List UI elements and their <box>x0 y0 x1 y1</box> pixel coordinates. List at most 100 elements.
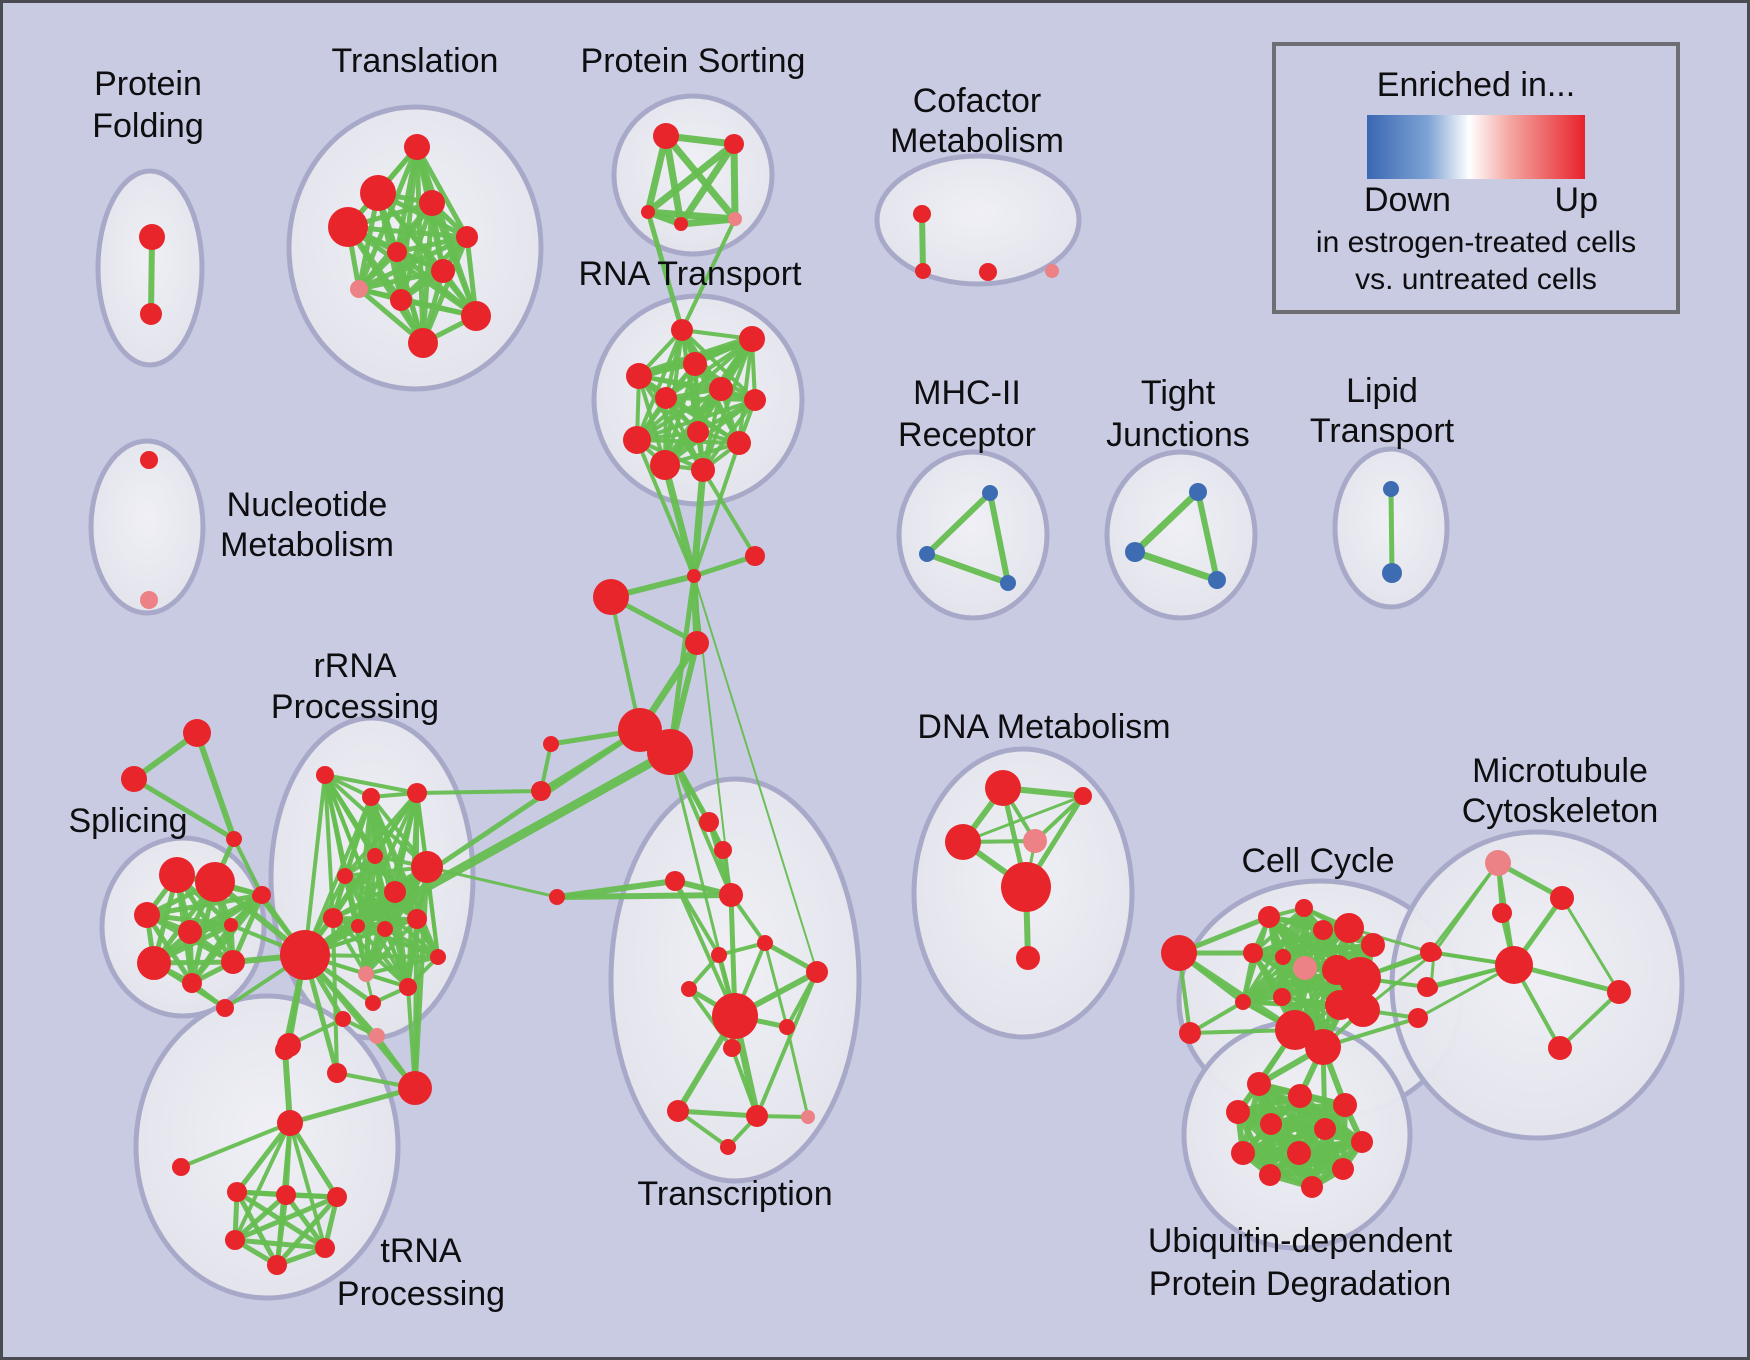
node-rr11[interactable] <box>377 921 393 937</box>
node-mt1[interactable] <box>1485 850 1511 876</box>
node-rr20[interactable] <box>327 1063 347 1083</box>
node-rt4[interactable] <box>626 363 652 389</box>
node-dn6[interactable] <box>1016 946 1040 970</box>
node-mt3[interactable] <box>1492 903 1512 923</box>
node-rr2[interactable] <box>362 788 380 806</box>
node-rt10[interactable] <box>727 431 751 455</box>
node-m3[interactable] <box>1000 575 1016 591</box>
node-lt1[interactable] <box>1383 481 1399 497</box>
node-cc5[interactable] <box>1334 913 1364 943</box>
node-ub10[interactable] <box>1332 1158 1354 1180</box>
node-tx9[interactable] <box>779 1019 795 1035</box>
node-nm2[interactable] <box>140 591 158 609</box>
node-rr5[interactable] <box>337 868 353 884</box>
node-ps4[interactable] <box>674 217 688 231</box>
node-cc7[interactable] <box>1275 949 1291 965</box>
node-mt2[interactable] <box>1550 886 1574 910</box>
node-rt6[interactable] <box>709 377 733 401</box>
node-t9[interactable] <box>390 289 412 311</box>
node-sp1[interactable] <box>159 857 195 893</box>
node-rr12[interactable] <box>358 966 374 982</box>
node-cf3[interactable] <box>979 263 997 281</box>
node-t2[interactable] <box>360 175 396 211</box>
node-ch1[interactable] <box>687 569 701 583</box>
node-tx3[interactable] <box>665 871 685 891</box>
node-tx4[interactable] <box>719 883 743 907</box>
node-ch3[interactable] <box>593 579 629 615</box>
node-mt6[interactable] <box>1424 981 1438 995</box>
node-ub5[interactable] <box>1260 1113 1282 1135</box>
node-cf1[interactable] <box>913 205 931 223</box>
node-cc3[interactable] <box>1295 899 1313 917</box>
node-ub2[interactable] <box>1288 1084 1312 1108</box>
node-ub8[interactable] <box>1231 1141 1255 1165</box>
node-ub12[interactable] <box>1301 1176 1323 1198</box>
node-dn4[interactable] <box>1023 829 1047 853</box>
node-rr9[interactable] <box>323 908 343 928</box>
node-hub2[interactable] <box>647 729 693 775</box>
node-cc8[interactable] <box>1243 943 1263 963</box>
node-cc6[interactable] <box>1361 933 1385 957</box>
node-rr14[interactable] <box>335 1011 351 1027</box>
node-sp9[interactable] <box>216 999 234 1017</box>
node-rr7[interactable] <box>384 881 406 903</box>
node-cf4[interactable] <box>1045 264 1059 278</box>
node-rt2[interactable] <box>739 326 765 352</box>
node-tx5[interactable] <box>757 935 773 951</box>
node-rr1[interactable] <box>316 766 334 784</box>
node-tx8[interactable] <box>681 981 697 997</box>
node-rt3[interactable] <box>683 352 707 376</box>
node-tr2[interactable] <box>277 1110 303 1136</box>
node-ub1[interactable] <box>1247 1072 1271 1096</box>
node-ps5[interactable] <box>728 212 742 226</box>
node-t10[interactable] <box>461 301 491 331</box>
node-dn3[interactable] <box>945 824 981 860</box>
node-ub4[interactable] <box>1226 1100 1250 1124</box>
node-t1[interactable] <box>404 134 430 160</box>
node-tj2[interactable] <box>1125 542 1145 562</box>
node-sp5[interactable] <box>224 918 238 932</box>
node-t4[interactable] <box>328 207 368 247</box>
node-dn5[interactable] <box>1001 862 1051 912</box>
node-trc[interactable] <box>275 1040 295 1060</box>
node-cc20[interactable] <box>1179 1022 1201 1044</box>
node-tx6[interactable] <box>711 947 727 963</box>
node-tr6[interactable] <box>225 1230 245 1250</box>
node-mt4[interactable] <box>1495 946 1533 984</box>
node-cchub1[interactable] <box>1275 1010 1315 1050</box>
node-nm1[interactable] <box>140 451 158 469</box>
node-ch2[interactable] <box>745 546 765 566</box>
node-lk1[interactable] <box>549 889 565 905</box>
node-rr19[interactable] <box>398 1071 432 1105</box>
node-ft3[interactable] <box>226 831 242 847</box>
node-cchub2[interactable] <box>1305 1029 1341 1065</box>
node-m1[interactable] <box>982 485 998 501</box>
node-rt8[interactable] <box>687 421 709 443</box>
node-cc16[interactable] <box>1346 993 1380 1027</box>
node-tr4[interactable] <box>276 1185 296 1205</box>
node-tr7[interactable] <box>315 1238 335 1258</box>
node-tr3[interactable] <box>227 1182 247 1202</box>
node-rr10[interactable] <box>351 919 365 933</box>
node-sp8[interactable] <box>221 950 245 974</box>
node-rt5[interactable] <box>655 387 677 409</box>
node-txhub[interactable] <box>712 993 758 1039</box>
node-tx11[interactable] <box>667 1100 689 1122</box>
node-ub11[interactable] <box>1259 1164 1281 1186</box>
node-m2[interactable] <box>919 546 935 562</box>
node-rt1[interactable] <box>671 319 693 341</box>
node-ft2[interactable] <box>121 766 147 792</box>
node-ub3[interactable] <box>1333 1093 1357 1117</box>
node-ls2[interactable] <box>531 781 551 801</box>
node-pf2[interactable] <box>140 303 162 325</box>
node-cf2[interactable] <box>915 263 931 279</box>
node-cc1[interactable] <box>1161 935 1197 971</box>
node-tr5[interactable] <box>327 1187 347 1207</box>
node-cc4[interactable] <box>1313 920 1333 940</box>
node-lt2[interactable] <box>1382 563 1402 583</box>
node-tx1[interactable] <box>699 812 719 832</box>
node-t5[interactable] <box>456 226 478 248</box>
node-cc19[interactable] <box>1408 1008 1428 1028</box>
node-ps3[interactable] <box>641 205 655 219</box>
node-tx7[interactable] <box>806 961 828 983</box>
